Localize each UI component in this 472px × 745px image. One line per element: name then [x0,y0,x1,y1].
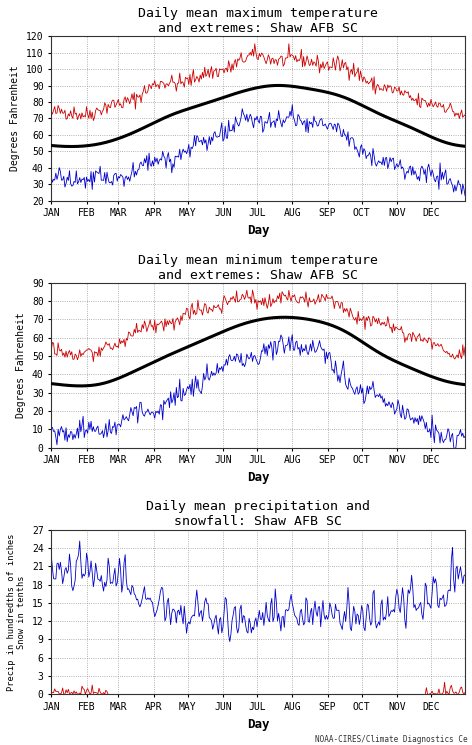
Y-axis label: Degrees Fahrenheit: Degrees Fahrenheit [17,312,26,418]
Title: Daily mean minimum temperature
and extremes: Shaw AFB SC: Daily mean minimum temperature and extre… [138,254,378,282]
X-axis label: Day: Day [247,717,270,731]
Text: NOAA-CIRES/Climate Diagnostics Ce: NOAA-CIRES/Climate Diagnostics Ce [315,735,467,744]
X-axis label: Day: Day [247,224,270,237]
Title: Daily mean maximum temperature
and extremes: Shaw AFB SC: Daily mean maximum temperature and extre… [138,7,378,35]
Title: Daily mean precipitation and
snowfall: Shaw AFB SC: Daily mean precipitation and snowfall: S… [146,501,370,528]
X-axis label: Day: Day [247,471,270,484]
Y-axis label: Precip in hundredths of inches
Snow in tenths: Precip in hundredths of inches Snow in t… [7,533,26,691]
Y-axis label: Degrees Fahrenheit: Degrees Fahrenheit [10,66,20,171]
